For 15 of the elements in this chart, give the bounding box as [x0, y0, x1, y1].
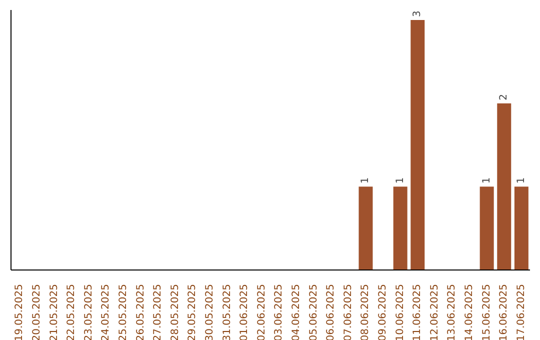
x-tick-label: 19.05.2025	[14, 284, 26, 340]
x-tick-label: 10.06.2025	[394, 284, 406, 340]
data-label: 1	[394, 177, 406, 184]
x-tick-label: 11.06.2025	[412, 284, 424, 340]
data-label: 1	[481, 177, 492, 184]
data-label: 1	[360, 177, 372, 184]
x-tick-label: 12.06.2025	[429, 284, 440, 340]
data-label: 2	[498, 94, 510, 100]
x-tick-label: 15.06.2025	[481, 284, 492, 340]
data-label: 1	[516, 177, 527, 184]
x-tick-label: 13.06.2025	[446, 284, 458, 340]
x-tick-label: 16.06.2025	[498, 284, 510, 340]
x-tick-label: 14.06.2025	[464, 284, 475, 340]
data-label: 3	[412, 10, 424, 17]
x-tick-label: 17.06.2025	[516, 284, 527, 340]
